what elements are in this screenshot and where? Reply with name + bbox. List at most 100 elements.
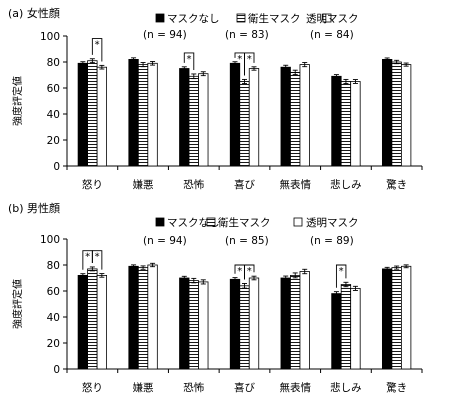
bar-surgical-mask — [87, 60, 98, 167]
y-tick-label: 80 — [47, 57, 60, 69]
bar-transparent-mask — [198, 73, 209, 167]
bar-transparent-mask — [400, 64, 412, 167]
bar-surgical-mask — [87, 268, 98, 370]
x-tick-label: 驚き — [386, 381, 407, 394]
plot-area: 0 20 40 60 80 100 怒り 嫌悪 恐怖 喜び 無表情 悲しみ 驚き * * * * — [40, 31, 423, 191]
bar-no-mask — [280, 277, 291, 370]
legend-n-no-mask: (n = 94) — [143, 29, 187, 41]
x-tick-label: 恐怖 — [183, 178, 204, 191]
y-tick-label: 20 — [47, 135, 60, 147]
legend-swatch-no-mask — [155, 217, 165, 227]
bar-transparent-mask — [96, 66, 108, 167]
bar-surgical-mask — [391, 61, 402, 167]
y-axis-label: 強度評定値 — [11, 279, 24, 329]
bar-no-mask — [179, 68, 190, 167]
legend-n-surgical-mask: (n = 83) — [225, 29, 269, 41]
y-tick-label: 0 — [53, 161, 60, 173]
bar-no-mask — [128, 59, 139, 167]
significance-mark: * — [339, 266, 344, 277]
legend-label-no-mask: マスクなし — [167, 217, 220, 229]
legend-label-surgical-mask: 衛生マスク — [218, 216, 271, 229]
legend-swatch-no-mask — [155, 13, 165, 23]
y-tick-label: 40 — [47, 312, 60, 324]
legend-swatch-surgical-mask — [206, 217, 216, 227]
bar-transparent-mask — [299, 271, 310, 370]
significance-mark: * — [95, 40, 100, 51]
bar-transparent-mask — [147, 62, 158, 167]
significance-mark: * — [247, 54, 252, 65]
bar-surgical-mask — [188, 280, 199, 370]
bar-no-mask — [331, 75, 342, 167]
y-tick-label: 80 — [47, 260, 60, 272]
x-tick-label: 喜び — [234, 381, 255, 394]
significance-bracket — [244, 264, 255, 280]
bar-surgical-mask — [137, 64, 149, 167]
legend: マスクなし (n = 94) 衛生マスク (n = 83) 透明マスク (n =… — [143, 12, 359, 41]
bar-transparent-mask — [96, 274, 108, 370]
significance-mark: * — [237, 266, 242, 277]
legend-label-surgical-mask: 衛生マスク — [248, 12, 301, 25]
bar-surgical-mask — [239, 81, 250, 167]
y-tick-label: 100 — [40, 31, 60, 43]
plot-area: 0 20 40 60 80 100 怒り 嫌悪 恐怖 喜び 無表情 悲しみ 驚き * * * * * — [40, 234, 423, 394]
x-tick-label: 驚き — [386, 178, 407, 191]
x-tick-label: 嫌悪 — [133, 178, 154, 191]
panel-female-faces: (a) 女性顔 強度評定値 マスクなし (n = 94) 衛生マスク (n = … — [8, 6, 423, 191]
bar-no-mask — [381, 59, 393, 167]
significance-mark: * — [187, 54, 192, 65]
bar-no-mask — [128, 265, 139, 370]
y-tick-label: 60 — [47, 83, 60, 95]
y-tick-label: 100 — [40, 234, 60, 246]
legend-n-surgical-mask: (n = 85) — [225, 235, 269, 247]
y-tick-label: 40 — [47, 109, 60, 121]
x-tick-label: 怒り — [82, 178, 103, 191]
legend-n-transparent-mask: (n = 84) — [310, 29, 354, 41]
bar-transparent-mask — [147, 264, 158, 370]
bar-no-mask — [229, 278, 241, 370]
panel-male-faces: (b) 男性顔 強度評定値 マスクなし (n = 94) 衛生マスク (n = … — [8, 201, 423, 394]
panel-title: (b) 男性顔 — [8, 201, 60, 215]
legend-n-transparent-mask: (n = 89) — [310, 235, 354, 247]
panel-title: (a) 女性顔 — [8, 6, 60, 20]
significance-mark: * — [95, 252, 100, 263]
bar-transparent-mask — [248, 68, 260, 167]
legend-label-transparent-mask: 透明マスク — [306, 13, 359, 25]
y-axis-label: 強度評定値 — [11, 76, 24, 126]
y-tick-label: 0 — [53, 364, 60, 376]
bar-surgical-mask — [391, 267, 402, 370]
bar-surgical-mask — [239, 285, 250, 370]
bar-no-mask — [77, 62, 89, 167]
bar-transparent-mask — [350, 287, 361, 370]
x-tick-label: 恐怖 — [183, 381, 204, 394]
x-tick-label: 無表情 — [279, 381, 311, 394]
bar-transparent-mask — [299, 64, 310, 167]
legend-swatch-surgical-mask — [236, 13, 246, 23]
significance-bracket — [183, 52, 195, 71]
bar-transparent-mask — [248, 277, 260, 370]
bar-no-mask — [280, 66, 291, 167]
legend-label-transparent-mask: 透明マスク — [306, 217, 359, 229]
y-tick-label: 60 — [47, 286, 60, 298]
significance-mark: * — [237, 54, 242, 65]
legend-n-no-mask: (n = 94) — [143, 235, 187, 247]
bar-surgical-mask — [340, 81, 352, 167]
x-tick-label: 怒り — [82, 381, 103, 394]
bar-surgical-mask — [188, 75, 199, 167]
bar-surgical-mask — [290, 274, 301, 370]
x-tick-label: 喜び — [234, 178, 255, 191]
bar-no-mask — [331, 293, 342, 370]
bar-no-mask — [381, 268, 393, 370]
bar-surgical-mask — [340, 284, 352, 370]
bar-no-mask — [77, 274, 89, 370]
y-tick-label: 20 — [47, 338, 60, 350]
bar-surgical-mask — [137, 267, 149, 370]
x-tick-label: 悲しみ — [330, 381, 362, 394]
bar-no-mask — [179, 277, 190, 370]
bar-surgical-mask — [290, 72, 301, 167]
significance-mark: * — [247, 266, 252, 277]
legend: マスクなし (n = 94) 衛生マスク (n = 85) 透明マスク (n =… — [143, 216, 359, 247]
bar-transparent-mask — [198, 281, 209, 370]
significance-bracket — [244, 52, 255, 76]
x-tick-label: 無表情 — [279, 178, 311, 191]
